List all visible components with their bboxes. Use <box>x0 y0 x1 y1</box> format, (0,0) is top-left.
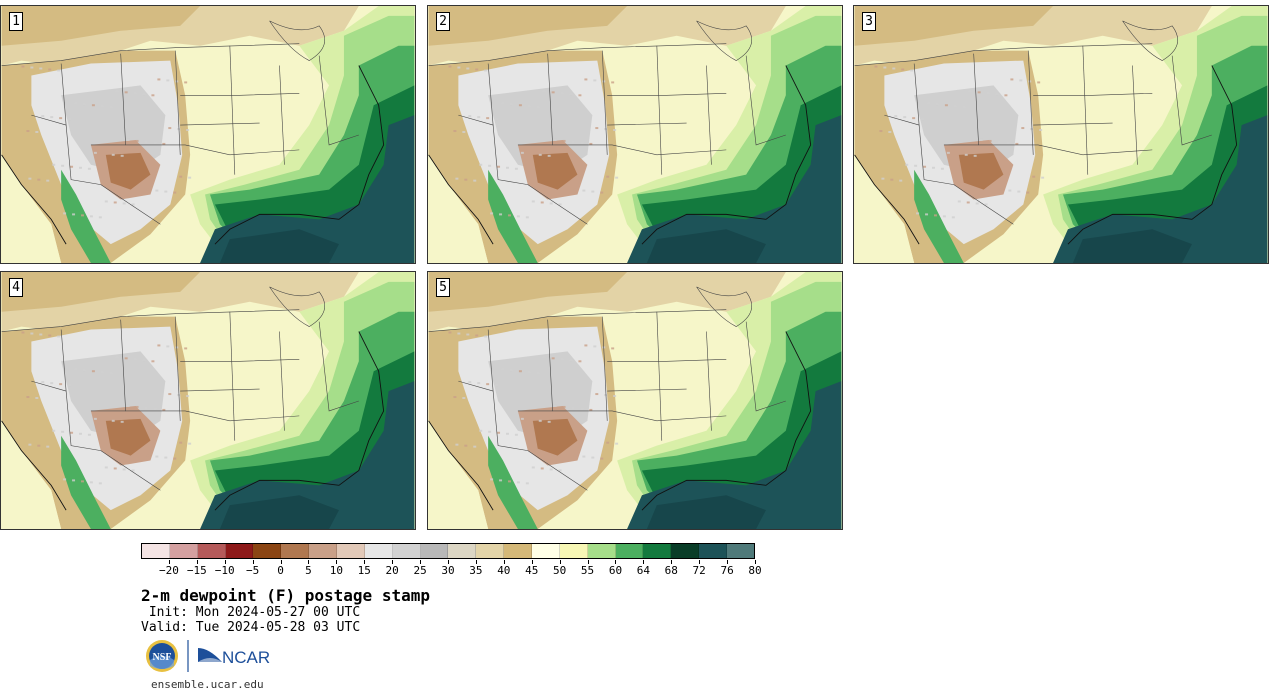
colorbar-tick-label: 5 <box>305 564 312 577</box>
colorbar-swatch <box>671 544 700 558</box>
website-link[interactable]: ensemble.ucar.edu <box>151 678 264 691</box>
colorbar-swatch <box>559 544 588 558</box>
colorbar-tick <box>252 560 254 564</box>
colorbar-tick <box>336 560 338 564</box>
colorbar-tick-label: 55 <box>580 564 595 577</box>
colorbar-tick-label: 64 <box>636 564 650 577</box>
colorbar-swatch <box>281 544 310 558</box>
plot-title: 2-m dewpoint (F) postage stamp <box>141 586 430 605</box>
map-panel-4: 4 <box>0 271 416 530</box>
colorbar-swatch <box>364 544 393 558</box>
panel-number: 3 <box>862 12 876 31</box>
colorbar-swatch <box>532 544 560 558</box>
colorbar-tick-label: −5 <box>246 564 260 577</box>
dewpoint-map <box>1 272 415 529</box>
colorbar-tick-label: −10 <box>214 564 235 577</box>
colorbar-tick <box>448 560 449 564</box>
colorbar-tick-label: 76 <box>720 564 734 577</box>
valid-time: Valid: Tue 2024-05-28 03 UTC <box>141 620 361 635</box>
dewpoint-map <box>428 6 842 263</box>
colorbar-tick <box>755 560 756 564</box>
colorbar-swatch <box>587 544 616 558</box>
colorbar-swatch <box>253 544 282 558</box>
ncar-logo-icon: NCAR <box>198 648 270 667</box>
nsf-logo-icon: NSF <box>146 640 178 672</box>
colorbar-swatch <box>142 544 170 558</box>
colorbar-swatch <box>504 544 533 558</box>
colorbar-tick-label: 68 <box>664 564 678 577</box>
panel-number: 5 <box>436 278 450 297</box>
colorbar-tick-label: 15 <box>357 564 371 577</box>
colorbar-tick-label: 45 <box>525 564 539 577</box>
colorbar-tick-label: 80 <box>748 564 762 577</box>
colorbar-swatch <box>225 544 254 558</box>
init-time: Init: Mon 2024-05-27 00 UTC <box>141 605 361 620</box>
colorbar-tick-label: 10 <box>329 564 343 577</box>
map-panel-1: 1 <box>0 5 416 264</box>
dewpoint-map <box>854 6 1268 263</box>
dewpoint-map <box>1 6 415 263</box>
colorbar-tick <box>168 560 170 564</box>
colorbar-tick <box>392 560 394 564</box>
colorbar-swatch <box>309 544 338 558</box>
colorbar-tick <box>224 560 226 564</box>
colorbar-tick <box>587 560 589 564</box>
colorbar-swatch <box>448 544 477 558</box>
colorbar-tick-label: 40 <box>497 564 511 577</box>
colorbar-swatch <box>699 544 728 558</box>
colorbar-tick-label: −15 <box>186 564 207 577</box>
colorbar-tick-label: 72 <box>692 564 706 577</box>
colorbar-tick <box>280 560 282 564</box>
colorbar-swatch <box>476 544 505 558</box>
colorbar-swatch <box>727 544 754 558</box>
colorbar-tick <box>559 560 561 564</box>
colorbar-tick-label: 35 <box>469 564 483 577</box>
colorbar-swatch <box>337 544 365 558</box>
colorbar-swatch <box>392 544 421 558</box>
nsf-logo-text: NSF <box>153 652 172 663</box>
colorbar-swatch <box>420 544 449 558</box>
map-panel-3: 3 <box>853 5 1269 264</box>
colorbar-tick <box>420 560 422 564</box>
dewpoint-map <box>428 272 842 529</box>
colorbar-tick-label: 20 <box>385 564 399 577</box>
panel-number: 1 <box>9 12 23 31</box>
colorbar-tick <box>531 560 533 564</box>
colorbar-tick <box>615 560 617 564</box>
map-panel-2: 2 <box>427 5 843 264</box>
colorbar-tick-label: 25 <box>413 564 427 577</box>
colorbar-tick-label: −20 <box>158 564 179 577</box>
ncar-logo-text: NCAR <box>222 648 270 667</box>
colorbar-tick-label: 50 <box>553 564 567 577</box>
map-panel-5: 5 <box>427 271 843 530</box>
colorbar-tick <box>727 560 729 564</box>
colorbar-tick <box>308 560 310 564</box>
colorbar-tick-label: 60 <box>608 564 623 577</box>
colorbar-swatch <box>197 544 226 558</box>
colorbar-tick <box>196 560 198 564</box>
colorbar-tick <box>364 560 366 564</box>
colorbar-tick <box>503 560 505 564</box>
colorbar-tick-label: 0 <box>277 564 284 577</box>
colorbar-tick <box>671 560 673 564</box>
sponsor-logos: NSF NCAR <box>146 640 270 672</box>
colorbar-tick <box>475 560 477 564</box>
colorbar-tick <box>699 560 701 564</box>
panel-number: 4 <box>9 278 23 297</box>
colorbar-swatch <box>169 544 198 558</box>
colorbar <box>141 543 755 559</box>
colorbar-tick-label: 30 <box>441 564 455 577</box>
colorbar-tick <box>643 560 645 564</box>
colorbar-swatch <box>643 544 672 558</box>
colorbar-swatch <box>615 544 644 558</box>
panel-number: 2 <box>436 12 450 31</box>
